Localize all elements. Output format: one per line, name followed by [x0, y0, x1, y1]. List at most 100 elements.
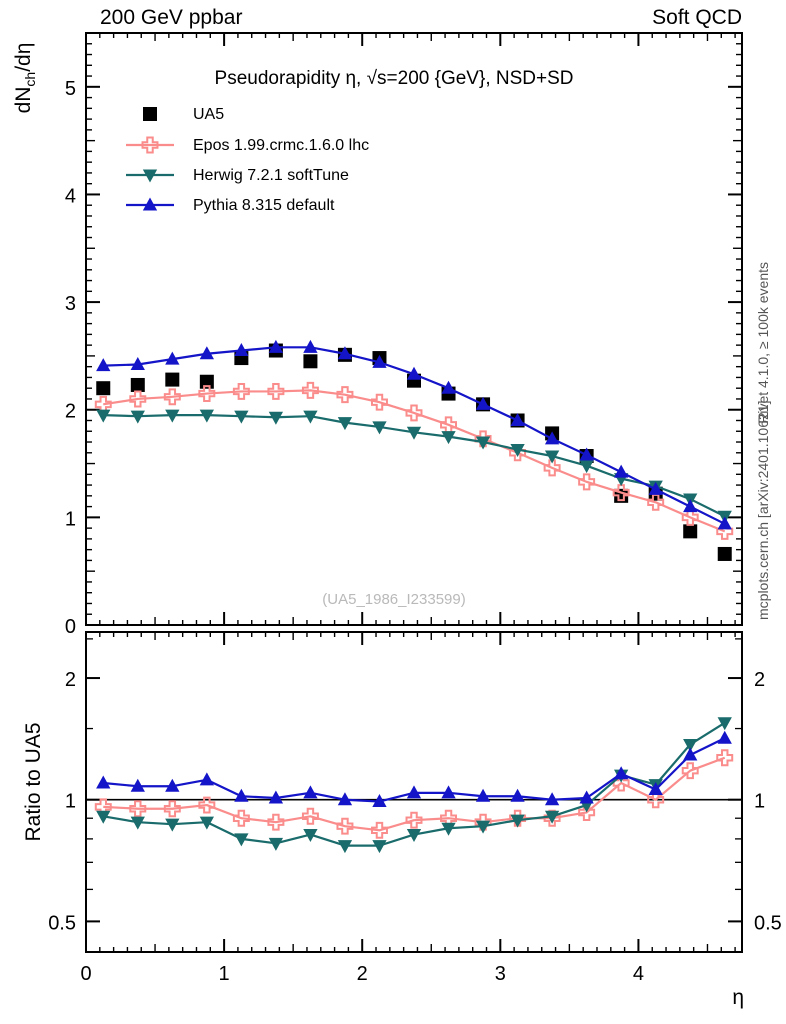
data-point [683, 524, 698, 539]
main-y-axis-label: dNch/dη [12, 43, 38, 114]
ratio-data-point [129, 800, 147, 818]
main-plot-title: Pseudorapidity η, √s=200 {GeV}, NSD+SD [215, 68, 574, 89]
ratio-data-point [648, 782, 663, 796]
series-line [103, 389, 726, 533]
ratio-data-point [301, 807, 319, 825]
ratio-y-tick-label-right: 1 [754, 791, 765, 813]
ratio-data-point [717, 730, 732, 744]
ratio-data-point [303, 829, 318, 843]
ratio-data-point [683, 738, 698, 752]
ratio-data-point [232, 809, 250, 827]
legend-label: Epos 1.99.crmc.1.6.0 lhc [193, 137, 369, 154]
ratio-data-point [96, 810, 111, 824]
ratio-y-tick-label-right: 0.5 [754, 912, 782, 934]
ratio-data-point [268, 837, 284, 851]
data-point [647, 493, 665, 511]
ratio-series-2 [96, 730, 732, 808]
ratio-y-tick-label-right: 2 [754, 669, 765, 691]
data-point [303, 339, 318, 353]
ratio-data-point [681, 762, 699, 780]
main-panel-frame [85, 32, 743, 626]
ratio-data-point [475, 820, 491, 834]
data-point [165, 372, 180, 387]
data-point [337, 417, 353, 431]
data-point [303, 354, 318, 369]
data-point [234, 410, 249, 424]
main-y-axis: 1 2 3 4 5 0 [65, 32, 742, 638]
data-point [406, 426, 422, 440]
ratio-y-tick-label: 2 [65, 669, 76, 691]
legend-item-3: Pythia 8.315 default [126, 197, 335, 214]
ratio-y-axis-label: Ratio to UA5 [22, 722, 45, 841]
data-point [301, 381, 319, 399]
ratio-series-1 [96, 717, 732, 854]
data-point [96, 409, 111, 423]
data-point [198, 385, 216, 403]
ratio-data-point [337, 792, 353, 806]
ratio-data-point [716, 749, 734, 767]
data-point [165, 351, 180, 365]
data-point [544, 450, 560, 464]
data-point [199, 409, 214, 423]
ratio-data-point [544, 792, 560, 806]
data-point [165, 409, 180, 423]
main-y-tick-label: 3 [65, 293, 76, 315]
data-point [405, 404, 423, 422]
ratio-data-point [578, 803, 596, 821]
data-point [510, 444, 525, 458]
main-y-tick-label: 5 [65, 78, 76, 100]
ratio-data-point [441, 822, 456, 836]
data-point [199, 346, 214, 360]
data-point [475, 436, 491, 450]
ratio-data-point [372, 840, 387, 854]
x-tick-label: 3 [495, 963, 506, 985]
data-point [612, 484, 630, 502]
data-point [648, 481, 663, 495]
ratio-data-point [475, 788, 491, 802]
series-3 [96, 339, 732, 530]
main-y-tick-label: 2 [65, 401, 76, 423]
data-point [510, 413, 525, 427]
ratio-series-group [94, 717, 734, 854]
x-tick-label: 2 [357, 963, 368, 985]
ratio-data-point [199, 816, 214, 830]
legend-marker [142, 169, 158, 183]
header-right-label: Soft QCD [652, 6, 742, 29]
ratio-data-point [683, 747, 698, 761]
data-point [717, 546, 732, 561]
ratio-data-point [579, 790, 594, 804]
data-point [268, 339, 284, 353]
ratio-data-point [268, 790, 284, 804]
ratio-data-point [165, 778, 180, 792]
x-tick-label: 0 [80, 963, 91, 985]
data-point [614, 464, 629, 478]
data-point [717, 516, 732, 530]
data-point [130, 377, 145, 392]
legend-item-0: UA5 [143, 106, 224, 123]
ratio-y-tick-label: 1 [65, 791, 76, 813]
ratio-y-tick-label: 0.5 [48, 912, 76, 934]
ratio-data-point [234, 788, 249, 802]
ratio-data-point [337, 840, 353, 854]
data-point [267, 382, 285, 400]
series-2 [96, 409, 732, 524]
ratio-data-point [370, 821, 388, 839]
ratio-data-point [372, 794, 387, 808]
legend-item-2: Herwig 7.2.1 softTune [126, 167, 349, 184]
ratio-data-point [234, 833, 249, 847]
ratio-data-point [717, 717, 732, 731]
data-point [406, 366, 422, 380]
legend-label: UA5 [193, 106, 224, 123]
ratio-data-point [647, 791, 665, 809]
ratio-data-point [303, 785, 318, 799]
analysis-watermark: (UA5_1986_I233599) [322, 591, 465, 608]
side-label-rivet: Rivet 4.1.0, ≥ 100k events [755, 262, 771, 424]
ratio-data-point [406, 829, 422, 843]
ratio-panel-frame [85, 631, 743, 953]
ratio-data-point [130, 778, 145, 792]
ratio-data-point [614, 766, 629, 780]
series-1 [94, 381, 734, 540]
ratio-data-point [510, 788, 525, 802]
ratio-line [103, 756, 726, 832]
